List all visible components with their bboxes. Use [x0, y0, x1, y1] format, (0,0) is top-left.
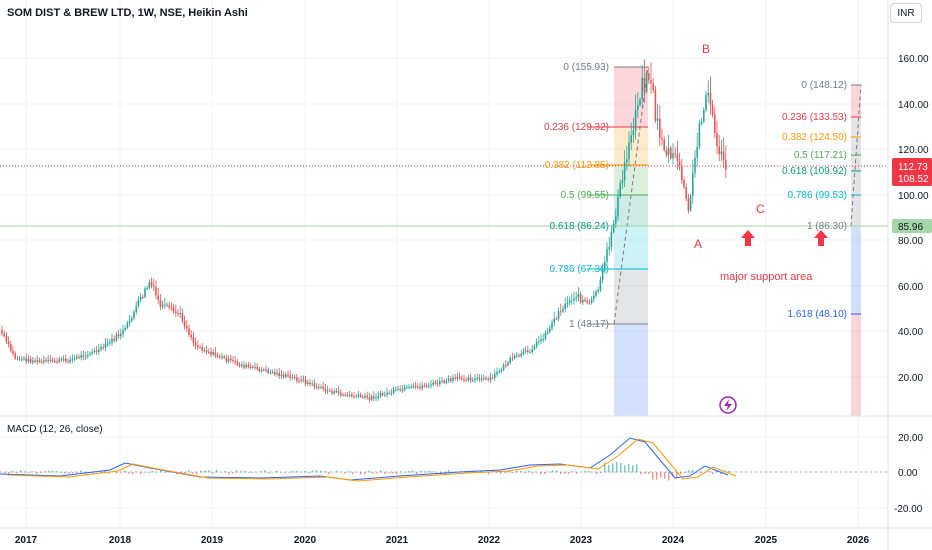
macd-tick: -20.00: [894, 504, 923, 515]
wave-a-label: A: [694, 237, 702, 251]
fib-label: 0.382 (112.85): [545, 160, 609, 171]
fib-labels-left: 0 (155.93) 0.236 (129.32) 0.382 (112.85)…: [544, 62, 609, 330]
fib-label: 1 (86.30): [807, 221, 847, 232]
macd-axis[interactable]: 20.00 0.00 -20.00: [894, 433, 923, 515]
fib-label: 0.5 (99.55): [561, 190, 609, 201]
grid: [0, 0, 888, 528]
price-badges: 112.73 108.52 85.96: [892, 158, 932, 233]
price-tick: 40.00: [898, 327, 923, 338]
time-tick: 2026: [847, 535, 870, 546]
time-tick: 2020: [294, 535, 317, 546]
fib-extension-right[interactable]: [850, 84, 862, 416]
price-tick: 120.00: [898, 145, 929, 156]
price-candles: [1, 59, 727, 403]
price-tick: 100.00: [898, 191, 929, 202]
fib-label: 1 (43.17): [569, 319, 609, 330]
support-price-badge: [892, 219, 932, 233]
time-tick: 2021: [386, 535, 409, 546]
fib-label: 0.786 (67.30): [550, 264, 610, 275]
time-axis[interactable]: 2017 2018 2019 2020 2021 2022 2023 2024 …: [15, 535, 870, 546]
time-tick: 2022: [478, 535, 501, 546]
price-tick: 140.00: [898, 100, 929, 111]
price-tick: 160.00: [898, 54, 929, 65]
macd-legend[interactable]: MACD (12, 26, close): [7, 424, 103, 435]
time-tick: 2025: [755, 535, 778, 546]
prev-price-label: 108.52: [898, 174, 929, 185]
price-tick: 60.00: [898, 282, 923, 293]
fib-retracement-left[interactable]: [587, 66, 649, 416]
symbol-title[interactable]: SOM DIST & BREW LTD, 1W, NSE, Heikin Ash…: [7, 7, 248, 19]
price-axis[interactable]: 160.00 140.00 120.00 100.00 80.00 60.00 …: [898, 54, 929, 384]
arrow-up-icon[interactable]: [741, 230, 828, 246]
macd-tick: 0.00: [898, 468, 918, 479]
price-tick: 20.00: [898, 373, 923, 384]
wave-c-label: C: [756, 202, 765, 216]
macd-histogram: [4, 462, 730, 481]
time-tick: 2024: [662, 535, 685, 546]
fib-label: 0 (155.93): [563, 62, 609, 73]
macd-tick: 20.00: [898, 433, 923, 444]
wave-annotations[interactable]: B A C major support area: [694, 42, 813, 283]
last-price-label: 112.73: [898, 162, 928, 173]
fib-label: 0.786 (99.53): [788, 190, 848, 201]
time-tick: 2018: [109, 535, 132, 546]
time-tick: 2023: [570, 535, 593, 546]
fib-label: 0.236 (133.53): [782, 112, 847, 123]
fib-label: 0.618 (109.92): [782, 166, 847, 177]
fib-label: 0.382 (124.50): [782, 132, 847, 143]
fib-label: 0.236 (129.32): [544, 122, 609, 133]
fib-labels-right: 0 (148.12) 0.236 (133.53) 0.382 (124.50)…: [782, 80, 847, 320]
last-price-badge: [892, 158, 932, 186]
fib-label: 1.618 (48.10): [788, 309, 848, 320]
currency-button[interactable]: INR: [890, 3, 922, 23]
support-note: major support area: [720, 271, 813, 283]
time-tick: 2017: [15, 535, 38, 546]
fib-label: 0.618 (86.24): [550, 221, 610, 232]
signal-line: [7, 438, 737, 482]
wave-b-label: B: [702, 42, 710, 56]
support-price-label: 85.96: [898, 222, 923, 233]
macd-line: [0, 437, 729, 481]
price-tick: 80.00: [898, 236, 923, 247]
fib-label: 0.5 (117.21): [794, 150, 847, 161]
time-tick: 2019: [201, 535, 224, 546]
lightning-icon[interactable]: [719, 396, 737, 414]
fib-label: 0 (148.12): [801, 80, 847, 91]
